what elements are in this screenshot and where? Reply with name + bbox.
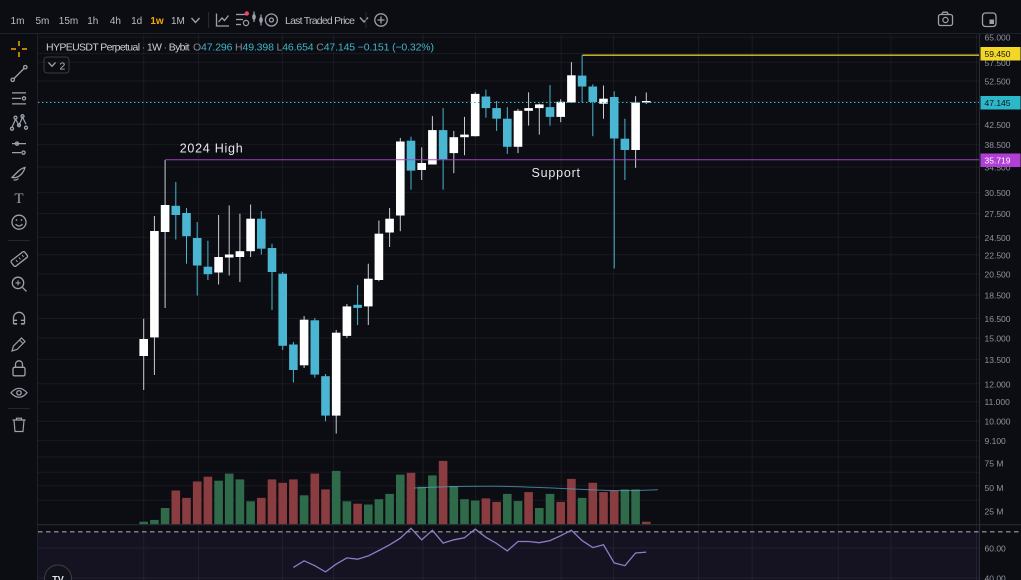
svg-text:47.145: 47.145 bbox=[985, 98, 1011, 108]
svg-text:34.500: 34.500 bbox=[985, 163, 1011, 173]
svg-text:20.500: 20.500 bbox=[985, 269, 1011, 279]
svg-text:59.450: 59.450 bbox=[985, 49, 1011, 59]
svg-text:T: T bbox=[14, 191, 23, 207]
svg-text:4h: 4h bbox=[110, 16, 121, 27]
svg-text:35.719: 35.719 bbox=[985, 156, 1011, 166]
svg-text:40.00: 40.00 bbox=[985, 574, 1007, 580]
svg-text:15m: 15m bbox=[59, 16, 78, 27]
svg-text:9.100: 9.100 bbox=[985, 436, 1007, 446]
svg-text:1m: 1m bbox=[11, 16, 25, 27]
svg-text:5m: 5m bbox=[35, 16, 49, 27]
svg-text:HYPEUSDT Perpetual · 1W · Bybi: HYPEUSDT Perpetual · 1W · Bybit bbox=[46, 42, 190, 54]
svg-text:52.500: 52.500 bbox=[985, 76, 1011, 86]
svg-text:Last Traded Price: Last Traded Price bbox=[285, 15, 355, 27]
svg-text:27.500: 27.500 bbox=[985, 209, 1011, 219]
svg-text:1M: 1M bbox=[171, 16, 185, 27]
svg-text:O47.296 H49.398 L46.654 C47.14: O47.296 H49.398 L46.654 C47.145 −0.151 (… bbox=[193, 42, 434, 54]
svg-text:11.000: 11.000 bbox=[985, 397, 1011, 407]
svg-text:15.000: 15.000 bbox=[985, 334, 1011, 344]
svg-text:22.500: 22.500 bbox=[985, 250, 1011, 260]
svg-text:12.000: 12.000 bbox=[985, 379, 1011, 389]
svg-text:10.000: 10.000 bbox=[985, 417, 1011, 427]
svg-text:38.500: 38.500 bbox=[985, 140, 1011, 150]
svg-text:50 M: 50 M bbox=[985, 483, 1004, 493]
svg-text:13.500: 13.500 bbox=[985, 355, 1011, 365]
svg-text:1h: 1h bbox=[87, 16, 98, 27]
svg-text:75 M: 75 M bbox=[985, 459, 1004, 469]
svg-text:25 M: 25 M bbox=[985, 507, 1004, 517]
svg-text:1w: 1w bbox=[150, 16, 164, 27]
svg-text:Support: Support bbox=[532, 166, 581, 180]
svg-text:24.500: 24.500 bbox=[985, 233, 1011, 243]
svg-text:65.000: 65.000 bbox=[985, 33, 1011, 43]
svg-text:18.500: 18.500 bbox=[985, 291, 1011, 301]
svg-text:57.500: 57.500 bbox=[985, 58, 1011, 68]
svg-text:2: 2 bbox=[60, 61, 66, 73]
svg-text:16.500: 16.500 bbox=[985, 314, 1011, 324]
svg-text:1d: 1d bbox=[131, 16, 142, 27]
svg-text:42.500: 42.500 bbox=[985, 120, 1011, 130]
svg-text:TV: TV bbox=[52, 575, 64, 580]
svg-text:60.00: 60.00 bbox=[985, 543, 1007, 553]
svg-text:30.500: 30.500 bbox=[985, 188, 1011, 198]
svg-text:2024 High: 2024 High bbox=[180, 142, 243, 156]
